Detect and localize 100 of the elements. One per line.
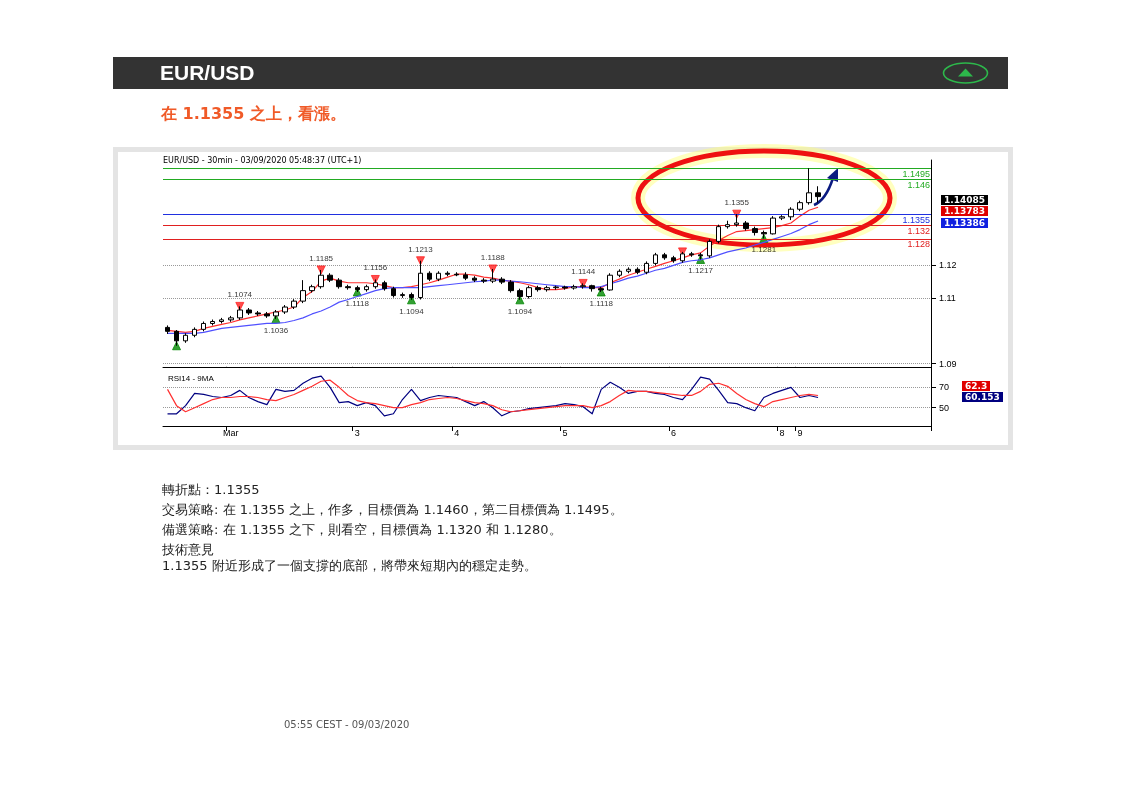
candlestick (752, 226, 758, 236)
ref-line-label: 1.128 (907, 239, 930, 250)
candlestick (707, 238, 712, 259)
candlestick (571, 284, 577, 291)
y-tick-label: 50 (939, 402, 950, 413)
candlestick (165, 324, 170, 335)
point (370, 274, 380, 284)
candlestick (815, 185, 821, 204)
data-label: 1.1094 (507, 306, 533, 316)
candlestick (327, 272, 333, 283)
ref-line-label: 1.1355 (902, 214, 930, 225)
candlestick (391, 286, 396, 299)
candlestick (255, 310, 261, 317)
text: 60.153 (962, 392, 1003, 402)
candlestick (535, 285, 541, 293)
candlestick (589, 284, 595, 293)
candlestick (228, 315, 234, 323)
data-label: 1.1213 (408, 244, 434, 254)
x-tick-label: 6 (670, 427, 676, 438)
candlestick (562, 285, 568, 291)
x-tick-label: 5 (562, 427, 568, 438)
chart-subtitle: 在 1.1355 之上，看漲。 (161, 104, 346, 125)
candlestick (300, 279, 306, 304)
candlestick (544, 285, 550, 293)
text: 62.3 (962, 381, 991, 391)
candlestick (472, 275, 477, 283)
data-label: 1.1094 (399, 306, 425, 316)
candlestick (653, 252, 658, 266)
candlestick (210, 319, 215, 326)
text: 1.1355 附近形成了一個支撐的底部，將帶來短期內的穩定走勢。 (162, 557, 537, 575)
candlestick (797, 200, 803, 212)
candlestick (345, 284, 351, 291)
candlestick (508, 279, 514, 294)
candlestick (779, 214, 785, 221)
data-label: 1.1281 (751, 245, 777, 255)
candlestick (526, 285, 532, 300)
ref-line-label: 1.146 (907, 180, 930, 191)
candlestick (716, 224, 721, 244)
annotation: EUR/USD - 30min - 03/09/2020 05:48:37 (UTC+1) (163, 156, 362, 165)
data-label: 1.1074 (227, 290, 253, 300)
candlestick (400, 292, 405, 299)
ref-line-label: 1.1495 (902, 168, 930, 179)
candlestick (183, 332, 188, 344)
text: 1.14085 (941, 195, 988, 205)
candlestick (336, 277, 342, 290)
candlestick (481, 277, 487, 284)
candlestick (770, 215, 776, 236)
candlestick (626, 266, 631, 274)
data-label: 1.1217 (688, 266, 714, 276)
text: 備選策略: 在 1.1355 之下，則看空，目標價為 1.1320 和 1.1280。 (162, 521, 562, 539)
candlestick (192, 326, 197, 338)
candlestick (282, 304, 288, 315)
text: 05:55 CEST - 09/03/2020 (284, 719, 410, 730)
data-label: 1.1118 (589, 298, 614, 308)
candlestick (788, 206, 794, 221)
candlestick (617, 268, 622, 278)
point (172, 341, 182, 351)
candlestick (463, 271, 468, 281)
y-tick-label: 1.11 (939, 292, 956, 303)
x-tick-label: 8 (779, 427, 785, 438)
candlestick (246, 307, 252, 316)
text: RSI14 - 9MA (168, 373, 215, 383)
candlestick (364, 284, 369, 293)
y-tick-label: 1.09 (939, 358, 957, 369)
data-label: 1.1144 (571, 267, 596, 277)
candlestick (806, 167, 812, 206)
y-tick-label: 1.12 (939, 260, 957, 271)
text: 交易策略: 在 1.1355 之上，作多，目標價為 1.1460，第二目標價為 1.1495。 (162, 501, 623, 519)
x-tick-label: 9 (797, 427, 803, 438)
candlestick (743, 220, 749, 232)
data-label: 1.1355 (724, 198, 750, 208)
y-tick-label: 70 (939, 382, 950, 393)
candlestick (382, 280, 387, 292)
data-label: 1.1036 (263, 325, 289, 335)
x-tick-label: Mar (223, 427, 239, 438)
candlestick (264, 311, 270, 319)
candlestick (671, 255, 676, 264)
text: 技術意見 (162, 541, 214, 559)
candlestick (454, 271, 459, 277)
text: 轉折點：1.1355 (162, 481, 260, 499)
data-label: 1.1185 (309, 253, 334, 263)
candlestick (445, 270, 450, 277)
text: 1.13783 (941, 206, 988, 216)
candlestick (201, 320, 206, 332)
x-tick-label: 3 (354, 427, 360, 438)
candlestick (689, 251, 694, 258)
chart-title: EUR/USD (160, 61, 255, 85)
ref-line-label: 1.132 (907, 226, 930, 237)
point (416, 256, 426, 266)
candlestick (309, 284, 315, 294)
candlestick (725, 220, 730, 230)
candlestick (219, 317, 224, 324)
candlestick (291, 298, 297, 310)
candlestick (607, 272, 613, 292)
candlestick (427, 270, 432, 282)
data-label: 1.1188 (480, 252, 506, 262)
point (488, 264, 498, 274)
x-tick-label: 4 (454, 427, 460, 438)
candlestick (644, 260, 649, 275)
candlestick (553, 285, 559, 291)
